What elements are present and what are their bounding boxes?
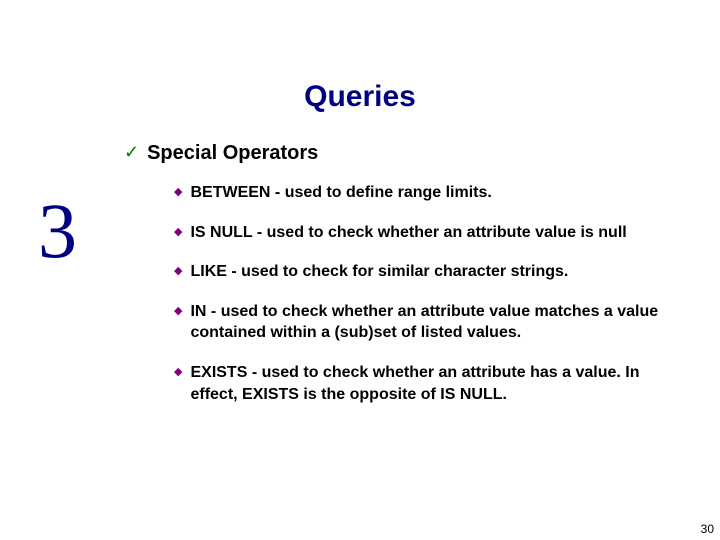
list-item-text: IS NULL - used to check whether an attri… xyxy=(190,222,674,244)
heading-row: ✓ Special Operators xyxy=(124,142,318,165)
list-item-text: IN - used to check whether an attribute … xyxy=(190,301,674,344)
list-item: ◆ IS NULL - used to check whether an attr… xyxy=(174,222,674,244)
heading-text: Special Operators xyxy=(147,142,318,165)
diamond-icon: ◆ xyxy=(174,261,182,279)
diamond-icon: ◆ xyxy=(174,362,182,380)
list-item-text: EXISTS - used to check whether an attrib… xyxy=(190,362,674,405)
slide: Queries 3 ✓ Special Operators ◆ BETWEEN -… xyxy=(0,0,720,540)
diamond-icon: ◆ xyxy=(174,222,182,240)
chapter-number: 3 xyxy=(38,186,77,276)
diamond-icon: ◆ xyxy=(174,301,182,319)
list-item-text: LIKE - used to check for similar charact… xyxy=(190,261,674,283)
list-item: ◆ BETWEEN - used to define range limits. xyxy=(174,182,674,204)
page-number: 30 xyxy=(701,522,714,536)
check-icon: ✓ xyxy=(124,142,139,163)
list-item: ◆ IN - used to check whether an attribute… xyxy=(174,301,674,344)
bullet-list: ◆BETWEEN - used to define range limits.◆… xyxy=(174,182,674,423)
list-item-text: BETWEEN - used to define range limits. xyxy=(190,182,674,204)
list-item: ◆ EXISTS - used to check whether an attri… xyxy=(174,362,674,405)
list-item: ◆ LIKE - used to check for similar charac… xyxy=(174,261,674,283)
diamond-icon: ◆ xyxy=(174,182,182,200)
slide-title: Queries xyxy=(0,80,720,114)
